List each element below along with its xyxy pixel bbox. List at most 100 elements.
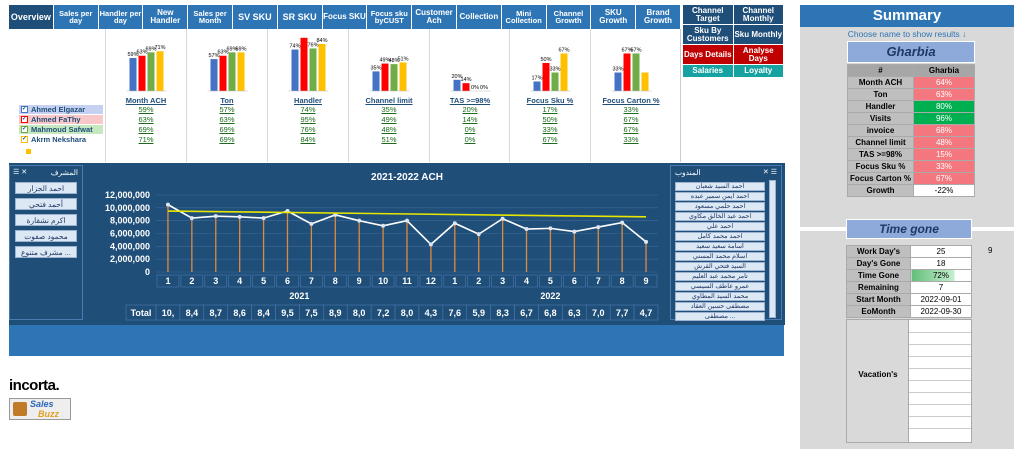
nav-right-3[interactable]: Sku Monthly: [733, 25, 783, 44]
vacations-label: Vacation's: [858, 370, 898, 379]
person-row[interactable]: ✓ Ahmed FaThy: [19, 115, 103, 124]
data-point: [644, 239, 649, 244]
x-tick-label: 4: [237, 276, 242, 286]
region-title[interactable]: Gharbia: [847, 41, 975, 63]
supervisor-item[interactable]: احمد الجزار: [15, 182, 77, 194]
x-tick-label: 2: [189, 276, 194, 286]
nav-tab-6[interactable]: SR SKU: [278, 5, 323, 29]
mini-metric-header: Ton: [220, 96, 234, 105]
nav-tab-2[interactable]: Handler per day: [99, 5, 144, 29]
nav-tab-13[interactable]: SKU Growth: [591, 5, 637, 29]
mini-metric-column: 35% 49% 48% 51% Channel limit 35% 49% 48% 51%: [348, 29, 429, 162]
summary-key: Ton: [847, 88, 914, 101]
nav-tab-3[interactable]: New Handler: [143, 5, 189, 29]
x-tick-box: [443, 274, 467, 288]
rep-slicer-scrollbar[interactable]: [769, 180, 776, 318]
rep-item[interactable]: احمد ايمن سمير عبده: [675, 192, 765, 201]
rep-item[interactable]: مصطفى حسين العقاد: [675, 302, 765, 311]
rep-item[interactable]: محمد السيد المطاوي: [675, 292, 765, 301]
x-tick-label: 8: [620, 276, 625, 286]
x-tick-box: [371, 274, 395, 288]
supervisor-item[interactable]: محمود صفوت: [15, 230, 77, 242]
data-point: [381, 223, 386, 228]
supervisor-item[interactable]: اكرم نشقارة: [15, 214, 77, 226]
x-tick-box: [228, 274, 251, 288]
person-checkbox[interactable]: ✓: [21, 116, 28, 123]
time-gone-value: 2022-09-30: [910, 305, 972, 318]
rep-item[interactable]: احمد عبد الخالق مكاوي: [675, 212, 765, 221]
incorta-logo: incorta.: [9, 377, 60, 394]
nav-tab-10[interactable]: Collection: [457, 5, 502, 29]
rep-item[interactable]: احمد محمد كامل: [675, 232, 765, 241]
rep-item[interactable]: احمد حلمي مسعود: [675, 202, 765, 211]
mini-bar: [551, 72, 559, 91]
nav-tab-14[interactable]: Brand Growth: [636, 5, 681, 29]
person-row[interactable]: ✓ Mahmoud Safwat: [19, 125, 103, 134]
summary-value: 48%: [913, 136, 975, 149]
nav-right-4[interactable]: Days Details: [683, 45, 733, 64]
person-checkbox[interactable]: ✓: [21, 126, 28, 133]
table-value: 7,7: [616, 308, 629, 318]
mini-bar-label: 69%: [145, 46, 156, 52]
person-row[interactable]: ✓ Ahmed Elgazar: [19, 105, 103, 114]
summary-table: # Gharbia Month ACH 64% Ton 63% Handler 80% Visi…: [847, 64, 975, 197]
rep-slicer-title: المندوب: [675, 168, 701, 177]
supervisor-item[interactable]: مشرف متنوع ...: [15, 246, 77, 258]
rep-item[interactable]: مصطفى ...: [675, 312, 765, 321]
nav-right-5[interactable]: Analyse Days: [733, 45, 783, 64]
summary-key: invoice: [847, 124, 914, 137]
x-tick-label: 10: [378, 276, 388, 286]
nav-tab-label: SR SKU: [282, 11, 317, 22]
person-name: Mahmoud Safwat: [31, 125, 93, 134]
nav-tab-7[interactable]: Focus SKU: [323, 5, 368, 29]
x-tick-box: [586, 274, 610, 288]
nav-right-2[interactable]: Sku By Customers: [683, 25, 733, 44]
person-checkbox[interactable]: ✓: [21, 136, 28, 143]
mini-metric-value: 51%: [381, 135, 397, 144]
person-row[interactable]: ✓ Akrm Nekshara: [19, 135, 103, 144]
nav-tab-1[interactable]: Sales per day: [54, 5, 99, 29]
time-gone-row: EoMonth 2022-09-30: [846, 305, 972, 318]
nav-tab-9[interactable]: Customer Ach: [412, 5, 457, 29]
nav-right-7[interactable]: Loyalty: [733, 65, 783, 77]
mini-bar-chart: 59%63%69%71%: [126, 45, 167, 92]
slicer-clear-icon[interactable]: ✕ ☰: [762, 169, 777, 176]
rep-item[interactable]: اسلام محمد المسني: [675, 252, 765, 261]
vacation-cell-line: [909, 416, 971, 417]
nav-tab-5[interactable]: SV SKU: [233, 5, 278, 29]
mini-bar: [129, 57, 137, 91]
supervisor-item[interactable]: أحمد فتحي: [15, 198, 77, 210]
nav-tab-label: Collection: [459, 12, 499, 21]
nav-tab-8[interactable]: Focus sku byCUST: [367, 5, 413, 29]
mini-metric-value: 59%: [138, 105, 154, 114]
table-value: 6,8: [544, 308, 557, 318]
rep-item[interactable]: احمد السيد شعبان: [675, 182, 765, 191]
chart-title: 2021-2022 ACH: [371, 172, 443, 183]
slicer-clear-icon[interactable]: ☰ ✕: [13, 169, 28, 176]
rep-item[interactable]: السيد فتحي القرش: [675, 262, 765, 271]
mini-bar-label: 63%: [217, 50, 228, 56]
nav-right-1[interactable]: Channel Monthly: [733, 5, 783, 24]
data-point: [357, 218, 362, 223]
rep-item[interactable]: تامر محمد عبد العليم: [675, 272, 765, 281]
person-checkbox[interactable]: ✓: [21, 106, 28, 113]
table-value: 7,2: [377, 308, 390, 318]
summary-header-cell: #: [847, 64, 914, 77]
mini-metric-column: 57% 63% 69% 69% Ton 57% 63% 69% 69%: [186, 29, 267, 162]
nav-tab-11[interactable]: Mini Collection: [502, 5, 547, 29]
nav-right-6[interactable]: Salaries: [683, 65, 733, 77]
mini-metric-value: 20%: [462, 105, 478, 114]
rep-item[interactable]: عمرو عاطف السيسي: [675, 282, 765, 291]
mini-bar: [309, 48, 317, 91]
mini-bar-label: 76%: [307, 42, 318, 48]
mini-metric-header: Focus Sku %: [526, 96, 574, 105]
nav-right-0[interactable]: Channel Target: [683, 5, 733, 24]
rep-item[interactable]: احمد علي: [675, 222, 765, 231]
summary-row: Channel limit 48%: [847, 136, 975, 149]
nav-tab-0[interactable]: Overview: [9, 5, 54, 29]
summary-value: 80%: [913, 100, 975, 113]
table-value: 8,4: [257, 308, 270, 318]
nav-tab-4[interactable]: Sales per Month: [188, 5, 233, 29]
nav-tab-12[interactable]: Channel Growth: [547, 5, 592, 29]
rep-item[interactable]: أسامة سعيد سعيد: [675, 242, 765, 251]
